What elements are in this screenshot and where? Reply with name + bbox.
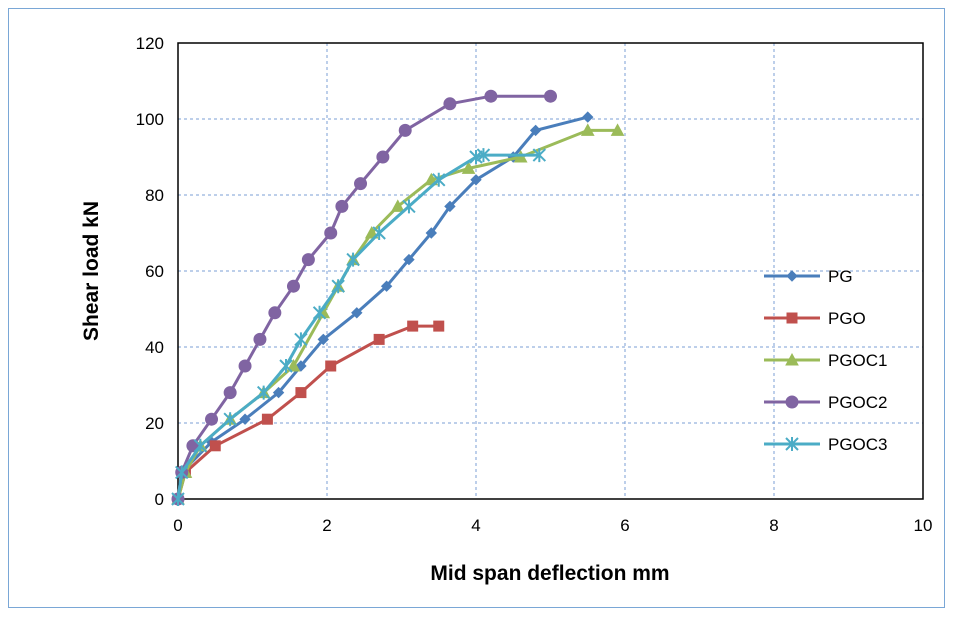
data-point-pgoc2: [205, 412, 219, 426]
series-pgo: [172, 320, 445, 505]
data-point-pg: [239, 413, 251, 425]
legend-label-pgo: PGO: [828, 309, 866, 328]
series-pgoc3: [171, 148, 547, 506]
data-point-pgoc2: [443, 97, 457, 111]
data-point-pgoc2: [484, 89, 498, 103]
data-point-pg: [425, 227, 438, 239]
data-point-pgoc2: [398, 123, 412, 137]
data-point-pgoc3: [279, 359, 293, 373]
data-point-pgoc3: [331, 279, 345, 294]
legend-label-pgoc1: PGOC1: [828, 351, 888, 370]
data-point-pgo: [261, 413, 273, 425]
x-tick-label: 6: [620, 516, 629, 535]
data-point-pg: [444, 200, 456, 213]
x-tick-label: 0: [173, 516, 182, 535]
series-line-pg: [176, 115, 589, 500]
data-point-pgoc3: [175, 465, 189, 480]
data-point-pg: [351, 307, 363, 319]
x-tick-label: 8: [769, 516, 778, 535]
data-point-pgoc3: [223, 412, 237, 427]
data-point-pgoc3: [294, 332, 308, 347]
data-point-pg: [470, 174, 482, 186]
x-tick-label: 10: [914, 516, 933, 535]
data-point-pg: [380, 280, 393, 292]
data-point-pgoc2: [286, 279, 300, 293]
data-point-pgo: [407, 320, 419, 332]
legend-item-pgoc3: PGOC3: [764, 435, 888, 454]
legend-label-pgoc3: PGOC3: [828, 435, 888, 454]
legend-label-pg: PG: [828, 267, 853, 286]
data-point-pgoc1: [580, 123, 595, 136]
data-point-pgoc1: [610, 123, 625, 136]
y-tick-label: 20: [145, 414, 164, 433]
y-tick-label: 120: [136, 34, 164, 53]
y-tick-label: 40: [145, 338, 164, 357]
data-point-pgoc3: [193, 438, 208, 453]
x-tick-label: 2: [322, 516, 331, 535]
legend-marker-pgoc3: [785, 437, 799, 451]
data-point-pgoc3: [312, 305, 327, 320]
data-point-pgoc1: [286, 358, 301, 372]
legend-item-pgoc2: PGOC2: [764, 393, 888, 412]
data-point-pgoc3: [532, 148, 547, 163]
legend-item-pg: PG: [764, 267, 853, 286]
data-point-pgo: [325, 360, 337, 372]
series-layer: [171, 89, 625, 506]
y-tick-label: 60: [145, 262, 164, 281]
x-axis-label: Mid span deflection mm: [430, 562, 669, 585]
legend-item-pgoc1: PGOC1: [764, 351, 888, 370]
legend-marker-pg: [786, 270, 798, 282]
legend-marker-pgo: [786, 312, 798, 324]
legend-label-pgoc2: PGOC2: [828, 393, 888, 412]
grid: [178, 43, 923, 499]
data-point-pgoc1: [390, 199, 405, 212]
x-tick-label: 4: [471, 516, 480, 535]
data-point-pgoc2: [335, 199, 349, 213]
data-point-pgoc2: [223, 386, 237, 400]
y-tick-label: 100: [136, 110, 164, 129]
series-line-pgoc3: [176, 153, 540, 500]
data-point-pg: [582, 111, 594, 123]
data-point-pgoc2: [238, 359, 252, 373]
axes: 0 20 40 60 80 100 120 0 2 4 6 8 10: [136, 34, 933, 535]
data-point-pgo: [209, 440, 221, 452]
legend: PG PGO PGOC1 PGOC2 PGOC3: [764, 267, 888, 454]
data-point-pg: [272, 386, 285, 399]
data-point-pg: [529, 124, 542, 137]
data-point-pgo: [373, 333, 385, 345]
data-point-pgoc2: [376, 150, 390, 164]
data-point-pg: [403, 253, 415, 266]
y-tick-label: 0: [155, 490, 164, 509]
data-point-pgoc1: [461, 161, 476, 174]
data-point-pgoc2: [544, 89, 557, 103]
data-point-pgoc2: [354, 177, 368, 191]
data-point-pgoc3: [372, 226, 386, 240]
data-point-pgoc3: [432, 172, 446, 187]
data-point-pgoc3: [171, 492, 185, 506]
legend-item-pgo: PGO: [764, 309, 866, 328]
data-point-pgoc2: [253, 332, 267, 346]
y-axis-label: Shear load kN: [80, 201, 103, 341]
data-point-pgoc2: [324, 226, 338, 240]
data-point-pgo: [295, 387, 307, 399]
data-point-pgoc1: [364, 225, 379, 239]
data-point-pgoc2: [268, 306, 282, 320]
legend-marker-pgoc1: [785, 352, 799, 366]
y-tick-label: 80: [145, 186, 164, 205]
data-point-pgoc2: [301, 253, 315, 267]
data-point-pgo: [433, 320, 445, 332]
legend-marker-pgoc2: [785, 395, 799, 409]
data-point-pgoc3: [346, 252, 360, 267]
data-point-pgoc3: [402, 199, 416, 214]
chart-frame: 0 20 40 60 80 100 120 0 2 4 6 8 10 PG PGO PGOC1 PGOC2 PG…: [8, 8, 945, 608]
data-point-pgoc3: [476, 148, 491, 163]
plot-border: [177, 42, 924, 500]
data-point-pgoc3: [256, 385, 271, 400]
data-point-pg: [317, 333, 329, 346]
